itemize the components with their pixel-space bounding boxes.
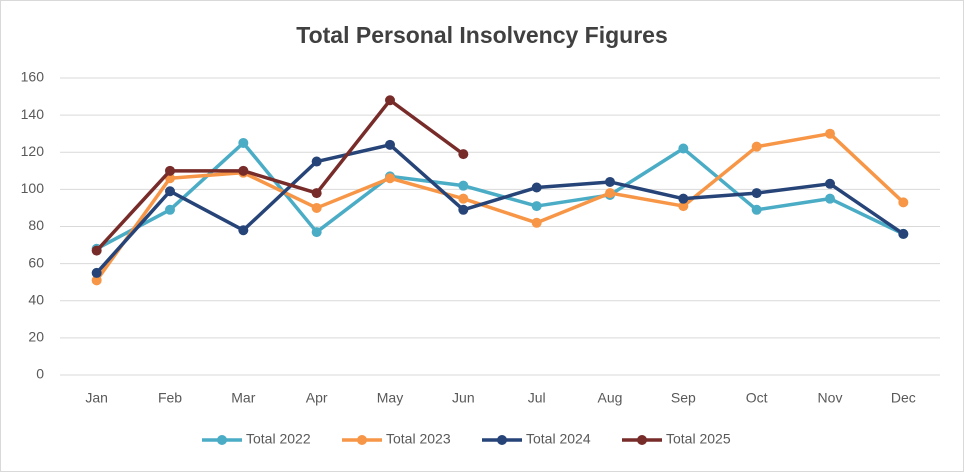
data-point [751,204,762,215]
data-point [751,141,762,152]
series-line [95,131,905,282]
legend-label: Total 2024 [526,431,591,447]
data-point [678,201,689,212]
data-point [458,180,469,191]
y-tick-label: 100 [21,180,45,196]
x-tick-label: Aug [598,390,623,406]
x-tick-label: May [377,390,403,406]
data-point [238,225,249,236]
data-point [238,165,249,176]
data-point [458,204,469,215]
legend-marker [357,435,367,445]
data-point [311,202,322,213]
data-point [898,228,909,239]
y-tick-label: 20 [28,329,44,345]
data-point [165,186,175,197]
data-point [751,188,762,199]
data-point [898,197,909,208]
x-tick-label: Feb [158,390,182,406]
data-point [825,178,835,189]
chart-title: Total Personal Insolvency Figures [296,22,668,48]
data-point [531,182,542,193]
data-point [825,193,835,204]
x-tick-label: Nov [818,390,843,406]
data-point [91,245,102,256]
data-point [311,188,322,199]
legend-marker [497,435,507,445]
data-point [91,267,102,278]
data-point [385,173,395,184]
data-point [678,143,689,154]
x-tick-label: Apr [306,390,328,406]
data-point [238,137,249,148]
data-point [678,193,689,204]
data-point [165,204,175,215]
legend-marker [637,435,647,445]
data-point [531,217,542,228]
y-tick-label: 40 [28,291,44,307]
y-tick-label: 140 [21,106,45,122]
x-tick-label: Oct [746,390,768,406]
data-point [458,149,469,160]
data-point [311,156,322,167]
data-point [311,227,322,238]
x-tick-label: Sep [671,390,696,406]
legend-marker [217,435,227,445]
data-point [531,201,542,212]
y-tick-label: 120 [21,143,45,159]
x-tick-label: Dec [891,390,916,406]
y-tick-label: 60 [28,254,44,270]
y-tick-label: 160 [21,69,45,85]
data-point [605,176,615,187]
series-line [95,98,465,252]
data-point [458,193,469,204]
y-tick-label: 0 [36,366,44,382]
x-tick-label: Mar [231,390,255,406]
x-tick-label: Jan [85,390,108,406]
data-point [385,95,395,106]
data-point [165,165,175,176]
data-point [385,139,395,150]
y-tick-label: 80 [28,217,44,233]
legend-label: Total 2022 [246,431,311,447]
x-tick-label: Jun [452,390,475,406]
legend-label: Total 2025 [666,431,731,447]
data-point [605,188,615,199]
data-point [825,128,835,139]
series-line [95,141,905,251]
series-line [95,143,905,275]
data-point [91,275,102,286]
legend-label: Total 2023 [386,431,451,447]
x-tick-label: Jul [528,390,546,406]
